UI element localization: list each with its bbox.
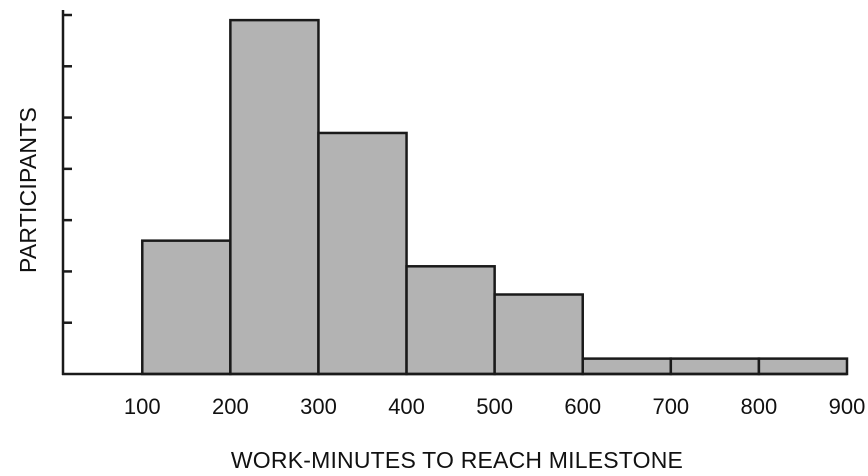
y-ticks-group (63, 13, 72, 324)
histogram-bar-200-300 (229, 18, 320, 376)
x-axis-title: WORK-MINUTES TO REACH MILESTONE (231, 447, 683, 473)
histogram-bar-800-900 (757, 357, 849, 376)
bars-group (141, 18, 849, 376)
y-axis-title: PARTICIPANTS (15, 107, 41, 273)
x-tick-label-100: 100 (124, 394, 161, 419)
x-tick-label-200: 200 (212, 394, 249, 419)
x-tick-label-600: 600 (564, 394, 601, 419)
histogram-bar-300-400 (317, 131, 408, 376)
x-tick-label-400: 400 (388, 394, 425, 419)
x-tick-label-700: 700 (652, 394, 689, 419)
histogram-bar-500-600 (493, 293, 584, 376)
histogram-bar-700-800 (669, 357, 761, 376)
x-tick-label-500: 500 (476, 394, 513, 419)
x-tick-label-900: 900 (829, 394, 866, 419)
histogram-bar-600-700 (581, 357, 673, 376)
x-tick-labels-group: 100 200 300 400 500 600 700 800 900 (124, 394, 865, 419)
histogram-bar-400-500 (405, 265, 496, 376)
histogram-bar-100-200 (141, 239, 232, 376)
x-tick-label-300: 300 (300, 394, 337, 419)
axes-group (61, 10, 847, 376)
x-tick-label-800: 800 (741, 394, 778, 419)
